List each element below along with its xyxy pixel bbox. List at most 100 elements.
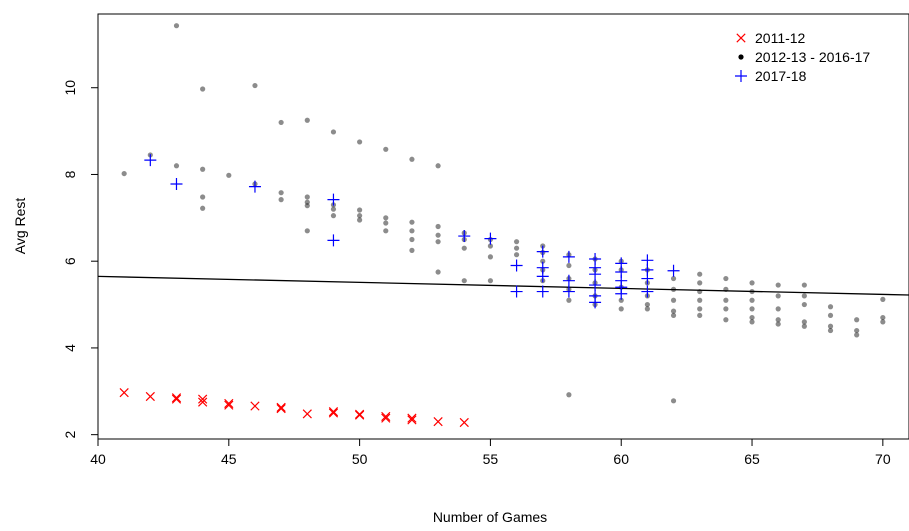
data-point <box>775 321 781 327</box>
series-1 <box>121 23 886 404</box>
data-point <box>510 285 523 298</box>
data-point <box>644 301 650 308</box>
data-point <box>435 232 441 238</box>
data-point <box>409 156 415 162</box>
data-point <box>461 278 467 284</box>
data-point <box>566 392 572 398</box>
legend-marker <box>738 54 744 60</box>
data-point <box>484 232 497 245</box>
data-point <box>461 245 467 251</box>
data-point <box>615 287 628 300</box>
data-point <box>328 408 339 418</box>
data-point <box>435 269 441 275</box>
data-point <box>562 274 575 287</box>
data-point <box>302 409 312 419</box>
data-point <box>723 275 729 282</box>
y-axis: 2 4 6 8 10 <box>62 80 99 439</box>
data-point <box>200 166 206 172</box>
x-tick-label: 70 <box>875 451 891 467</box>
data-point <box>330 129 337 135</box>
data-point <box>880 319 886 325</box>
data-point <box>723 306 729 312</box>
data-point <box>173 23 180 29</box>
data-point <box>487 278 494 284</box>
data-point <box>304 194 310 200</box>
data-point <box>409 236 415 243</box>
data-point <box>381 411 391 422</box>
x-tick-label: 65 <box>744 451 760 467</box>
data-point <box>749 306 755 312</box>
data-point <box>749 280 755 286</box>
data-point <box>435 239 441 245</box>
data-point <box>827 304 834 310</box>
data-point <box>487 254 494 260</box>
data-point <box>327 193 340 206</box>
legend-item: 2011-12 <box>736 30 806 46</box>
data-point <box>801 293 807 299</box>
data-point <box>697 312 703 319</box>
data-point <box>513 245 520 251</box>
data-point <box>749 288 755 295</box>
legend-marker <box>736 33 746 43</box>
data-point <box>566 297 572 303</box>
legend-item: 2017-18 <box>735 68 807 84</box>
legend-item: 2012-13 - 2016-17 <box>738 49 870 65</box>
data-point <box>670 312 677 319</box>
data-point <box>697 288 703 295</box>
data-point <box>854 317 860 323</box>
data-point <box>328 407 339 417</box>
data-point <box>357 139 363 145</box>
data-point <box>670 297 677 303</box>
series-0 <box>119 387 469 428</box>
data-point <box>641 272 654 285</box>
data-point <box>880 296 886 302</box>
data-point <box>278 119 284 126</box>
data-point <box>357 217 363 223</box>
data-point <box>145 391 155 402</box>
data-point <box>409 247 415 253</box>
data-point <box>171 394 182 404</box>
data-point <box>170 178 183 190</box>
data-point <box>200 86 206 92</box>
data-point <box>589 296 602 309</box>
y-tick-label: 6 <box>62 257 78 265</box>
data-point <box>510 259 523 272</box>
y-tick-label: 10 <box>62 80 78 96</box>
y-tick-label: 8 <box>62 170 78 178</box>
data-point <box>854 332 860 338</box>
data-point <box>723 297 729 303</box>
data-point <box>827 312 834 319</box>
data-point <box>513 239 520 245</box>
data-point <box>513 252 520 258</box>
data-point <box>670 286 677 292</box>
data-point <box>566 262 572 269</box>
data-point <box>304 203 310 209</box>
data-point <box>775 306 781 312</box>
data-point <box>409 219 415 225</box>
data-point <box>749 319 755 325</box>
data-point <box>354 409 365 419</box>
y-axis-title: Avg Rest <box>12 198 28 255</box>
data-point <box>618 306 624 312</box>
data-point <box>723 317 729 323</box>
data-point <box>409 228 415 234</box>
data-point <box>383 215 389 221</box>
data-point <box>749 314 755 321</box>
legend-label: 2012-13 - 2016-17 <box>755 49 870 65</box>
data-point <box>697 297 703 303</box>
data-point <box>540 258 546 264</box>
data-point <box>641 285 654 298</box>
data-point <box>562 250 575 263</box>
data-point <box>435 223 441 230</box>
legend-marker <box>735 70 747 82</box>
data-point <box>173 163 180 169</box>
data-point <box>357 213 363 219</box>
data-point <box>304 199 310 205</box>
y-tick-label: 4 <box>62 344 78 352</box>
x-axis: 40 45 50 55 60 65 70 <box>90 438 891 467</box>
data-point <box>381 413 391 423</box>
data-point <box>304 117 310 123</box>
data-point <box>407 415 417 425</box>
data-point <box>589 279 602 292</box>
